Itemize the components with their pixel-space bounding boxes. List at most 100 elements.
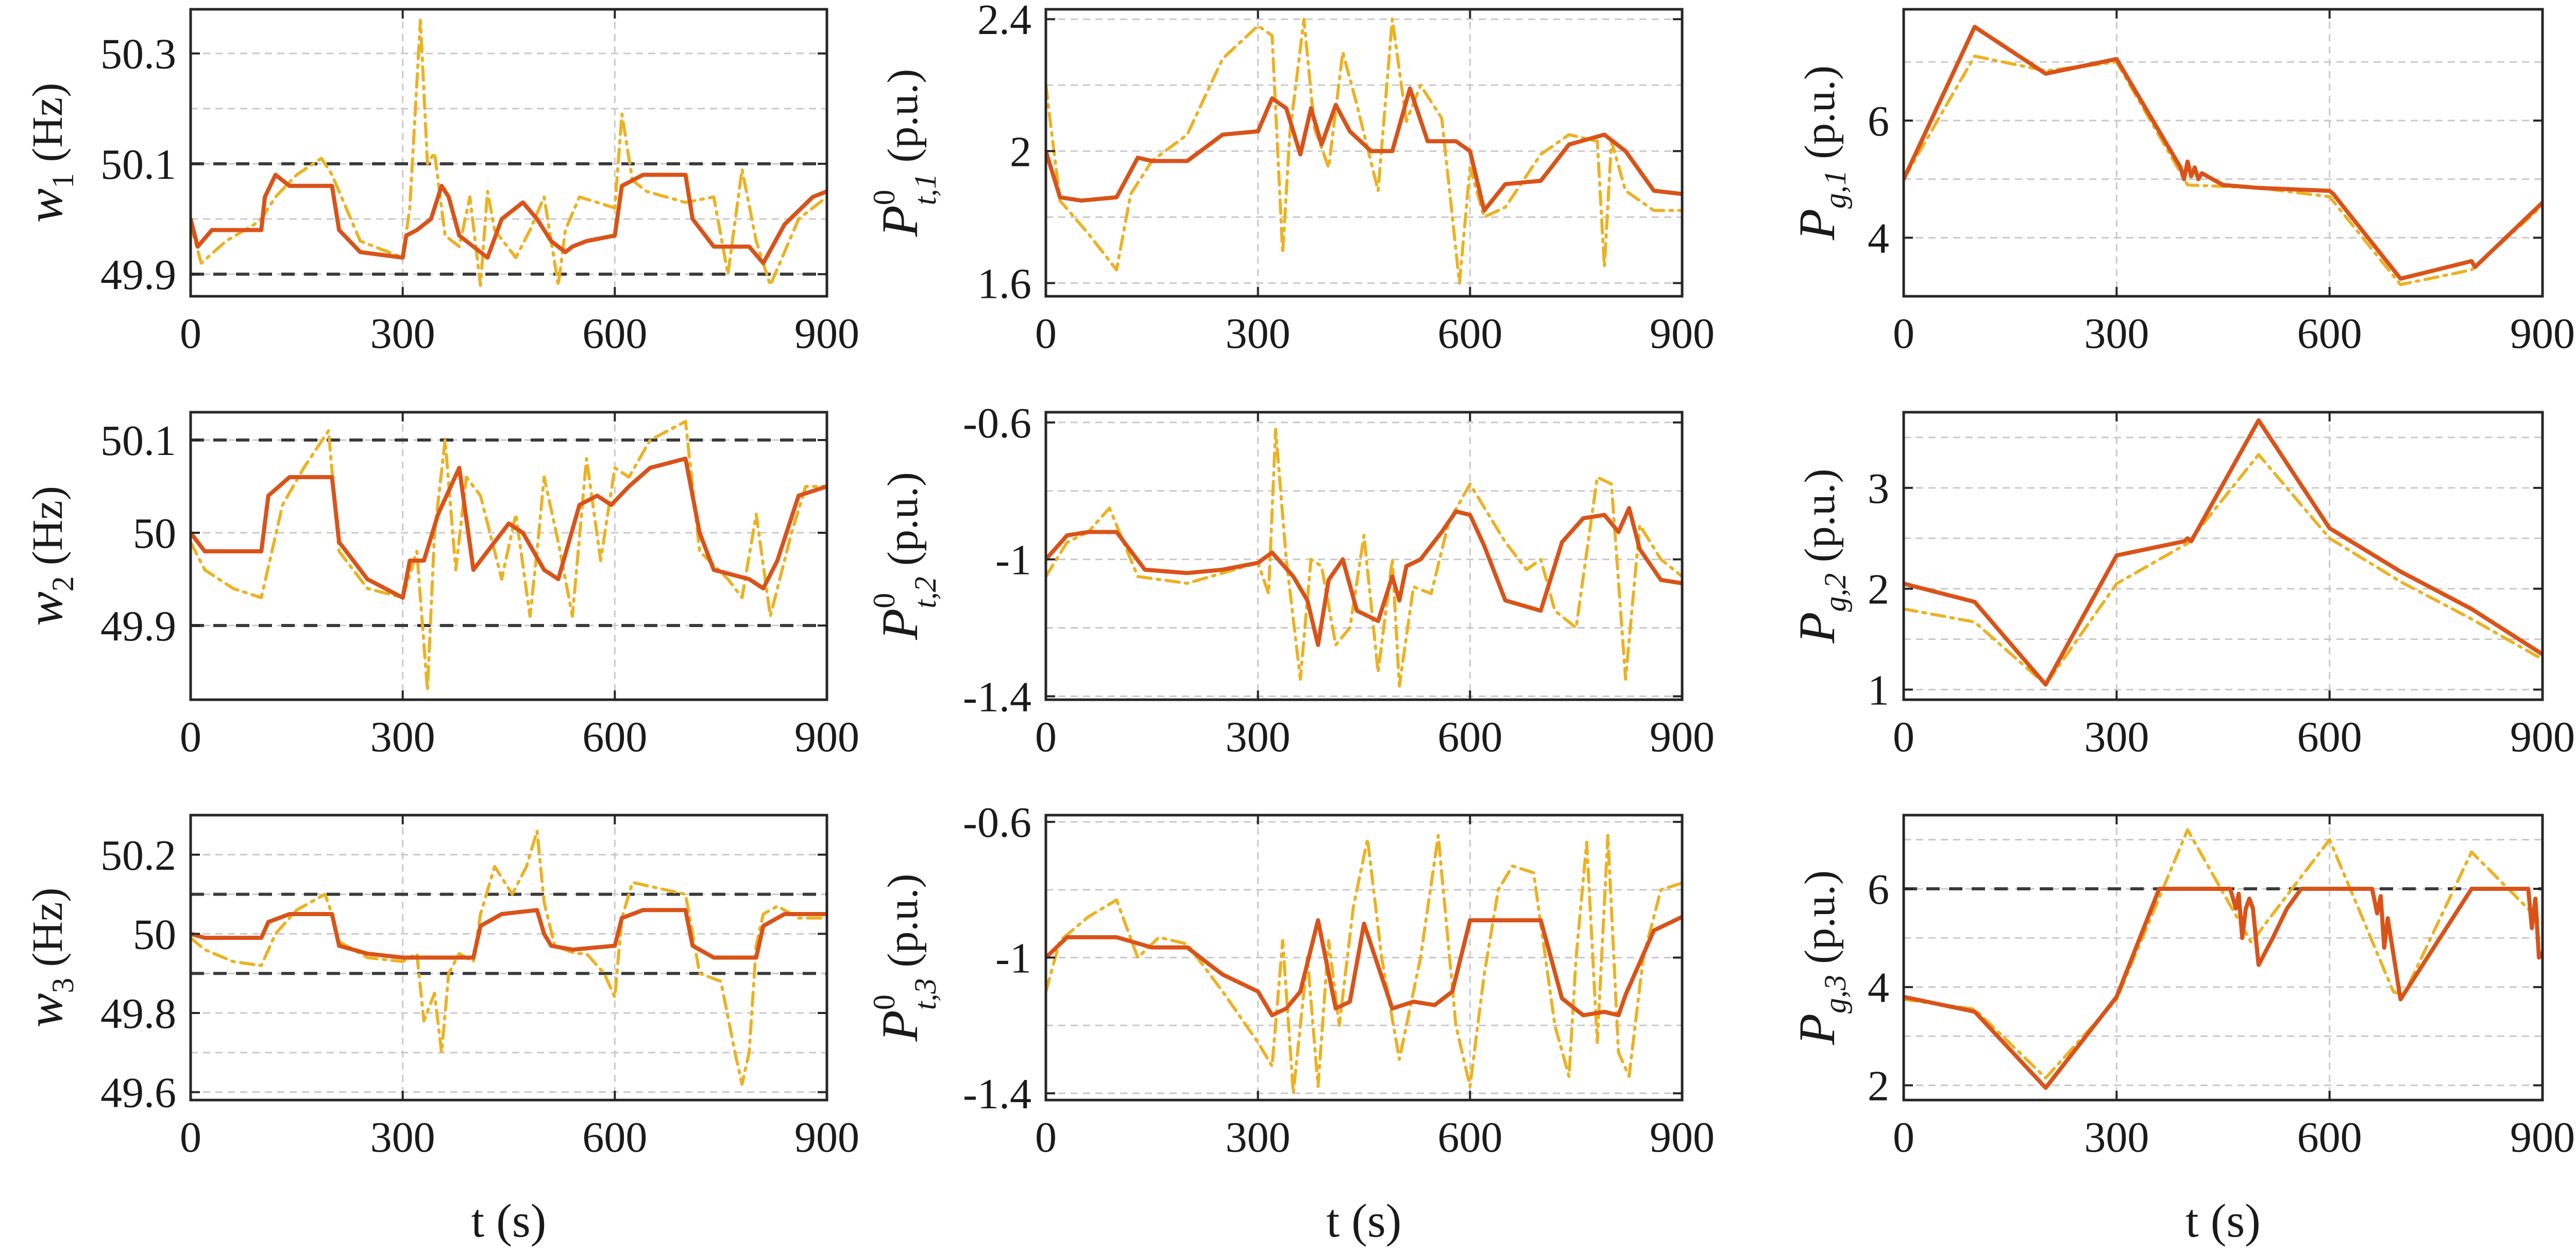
series-proposed bbox=[1046, 915, 1682, 1018]
series-proposed bbox=[1904, 25, 2543, 281]
series-baseline bbox=[191, 420, 827, 692]
y-axis-title: Pg,3 (p.u.) bbox=[1788, 870, 1852, 1045]
y-tick-label: 1.6 bbox=[977, 260, 1031, 308]
axes-frame bbox=[1044, 8, 1684, 298]
subplot-Pt2: 0 300 600 900 -1.4 -1 -0.6 P0 t,2 (p.u.) bbox=[867, 399, 1715, 761]
y-tick-label: 50.1 bbox=[100, 417, 176, 465]
x-tick-label: 600 bbox=[582, 713, 647, 761]
y-axis-title: P0 t,1 (p.u.) bbox=[867, 69, 942, 238]
x-tick-label: 300 bbox=[2084, 713, 2149, 761]
x-tick-label: 900 bbox=[2510, 310, 2575, 358]
axes-frame bbox=[189, 8, 828, 298]
subplot-Pt3: 0 300 600 900 -1.4 -1 -0.6 P0 t,3 (p.u.) t (s) bbox=[867, 799, 1715, 1247]
series-baseline bbox=[1046, 428, 1682, 688]
series-proposed bbox=[1046, 506, 1682, 647]
y-tick-label: 50.2 bbox=[100, 832, 176, 880]
axes-frame bbox=[1902, 8, 2544, 298]
y-axis-title: Pg,2 (p.u.) bbox=[1788, 468, 1852, 644]
subplot-Pt1: 0 300 600 900 1.6 2 2.4 P0 t,1 (p.u.) bbox=[867, 0, 1715, 358]
y-tick-label: 2 bbox=[1010, 128, 1031, 176]
y-tick-label: -1 bbox=[995, 935, 1031, 983]
y-tick-label: 3 bbox=[1868, 465, 1889, 513]
y-tick-label: 2 bbox=[1868, 1062, 1889, 1110]
x-axis-title: t (s) bbox=[2185, 1194, 2261, 1247]
x-tick-label: 300 bbox=[2084, 310, 2149, 358]
axes-frame bbox=[189, 814, 828, 1102]
x-tick-label: 900 bbox=[2510, 1113, 2575, 1161]
subplot-w2: 0 300 600 900 49.9 50 50.1 w2 (Hz) bbox=[16, 411, 859, 761]
y-axis-title: P0 t,3 (p.u.) bbox=[867, 874, 942, 1042]
axes-frame bbox=[1902, 411, 2544, 701]
x-tick-label: 0 bbox=[1035, 1113, 1057, 1161]
y-tick-label: 4 bbox=[1868, 964, 1889, 1012]
series-baseline bbox=[1046, 18, 1682, 285]
x-tick-label: 0 bbox=[180, 713, 201, 761]
x-axis-title: t (s) bbox=[1327, 1194, 1402, 1247]
y-tick-label: 2.4 bbox=[977, 0, 1031, 44]
x-tick-label: 300 bbox=[370, 310, 435, 358]
y-tick-label: 50 bbox=[133, 510, 176, 558]
y-axis-title: w1 (Hz) bbox=[16, 83, 80, 223]
y-axis-title: w3 (Hz) bbox=[16, 888, 80, 1028]
series-proposed bbox=[191, 173, 827, 265]
y-tick-label: 1 bbox=[1868, 666, 1889, 714]
x-tick-label: 300 bbox=[370, 1113, 435, 1161]
y-tick-label: 50.1 bbox=[100, 141, 176, 189]
x-tick-label: 900 bbox=[2510, 713, 2575, 761]
x-tick-label: 600 bbox=[582, 1113, 647, 1161]
y-axis-title: P0 t,2 (p.u.) bbox=[867, 472, 942, 640]
x-tick-label: 900 bbox=[794, 1113, 859, 1161]
x-tick-label: 600 bbox=[1437, 310, 1502, 358]
y-tick-label: 49.9 bbox=[100, 251, 176, 299]
y-tick-label: 50.3 bbox=[100, 30, 176, 78]
y-tick-label: 6 bbox=[1868, 97, 1889, 145]
subplot-w3: 0 300 600 900 49.6 49.8 50 50.2 w3 (Hz) t (s) bbox=[16, 814, 859, 1247]
y-tick-label: -0.6 bbox=[963, 799, 1031, 847]
y-tick-label: 4 bbox=[1868, 214, 1889, 262]
subplot-Pg1: 0 300 600 900 4 6 Pg,1 (p.u.) bbox=[1788, 8, 2575, 358]
x-tick-label: 0 bbox=[180, 1113, 201, 1161]
series-proposed bbox=[1904, 418, 2543, 687]
x-tick-label: 600 bbox=[2297, 310, 2362, 358]
x-tick-label: 300 bbox=[370, 713, 435, 761]
x-tick-label: 900 bbox=[1650, 1113, 1715, 1161]
y-tick-label: 2 bbox=[1868, 566, 1889, 614]
y-axis-title: w2 (Hz) bbox=[16, 486, 80, 626]
x-tick-label: 900 bbox=[1650, 713, 1715, 761]
series-baseline bbox=[1046, 834, 1682, 1095]
subplot-Pg3: 0 300 600 900 2 4 6 Pg,3 (p.u.) t (s) bbox=[1788, 814, 2575, 1247]
x-tick-label: 0 bbox=[1035, 310, 1057, 358]
x-tick-label: 900 bbox=[794, 310, 859, 358]
x-tick-label: 0 bbox=[1893, 713, 1914, 761]
x-tick-label: 0 bbox=[1035, 713, 1057, 761]
x-tick-label: 300 bbox=[1226, 310, 1291, 358]
series-proposed bbox=[1046, 86, 1682, 213]
x-tick-label: 300 bbox=[2084, 1113, 2149, 1161]
series-baseline bbox=[1904, 54, 2543, 286]
axes-frame bbox=[1044, 411, 1684, 701]
x-tick-label: 300 bbox=[1226, 713, 1291, 761]
subplot-Pg2: 0 300 600 900 1 2 3 Pg,2 (p.u.) bbox=[1788, 411, 2575, 761]
series-baseline bbox=[1904, 453, 2543, 686]
x-tick-label: 900 bbox=[1650, 310, 1715, 358]
x-tick-label: 900 bbox=[794, 713, 859, 761]
series-proposed bbox=[191, 908, 827, 960]
series-proposed bbox=[1904, 887, 2543, 1090]
y-tick-label: 49.8 bbox=[100, 990, 176, 1038]
x-tick-label: 600 bbox=[1437, 1113, 1502, 1161]
x-tick-label: 600 bbox=[1437, 713, 1502, 761]
y-tick-label: -1.4 bbox=[963, 673, 1031, 721]
x-tick-label: 600 bbox=[582, 310, 647, 358]
y-tick-label: -1.4 bbox=[963, 1070, 1031, 1118]
y-tick-label: -0.6 bbox=[963, 399, 1031, 447]
series-proposed bbox=[191, 457, 827, 600]
y-tick-label: 49.9 bbox=[100, 602, 176, 650]
y-tick-label: 49.6 bbox=[100, 1069, 176, 1117]
x-tick-label: 600 bbox=[2297, 1113, 2362, 1161]
axes-frame bbox=[189, 411, 828, 701]
x-tick-label: 0 bbox=[1893, 1113, 1914, 1161]
series-baseline bbox=[1904, 828, 2543, 1080]
axes-frame bbox=[1902, 814, 2544, 1102]
x-tick-label: 0 bbox=[180, 310, 201, 358]
